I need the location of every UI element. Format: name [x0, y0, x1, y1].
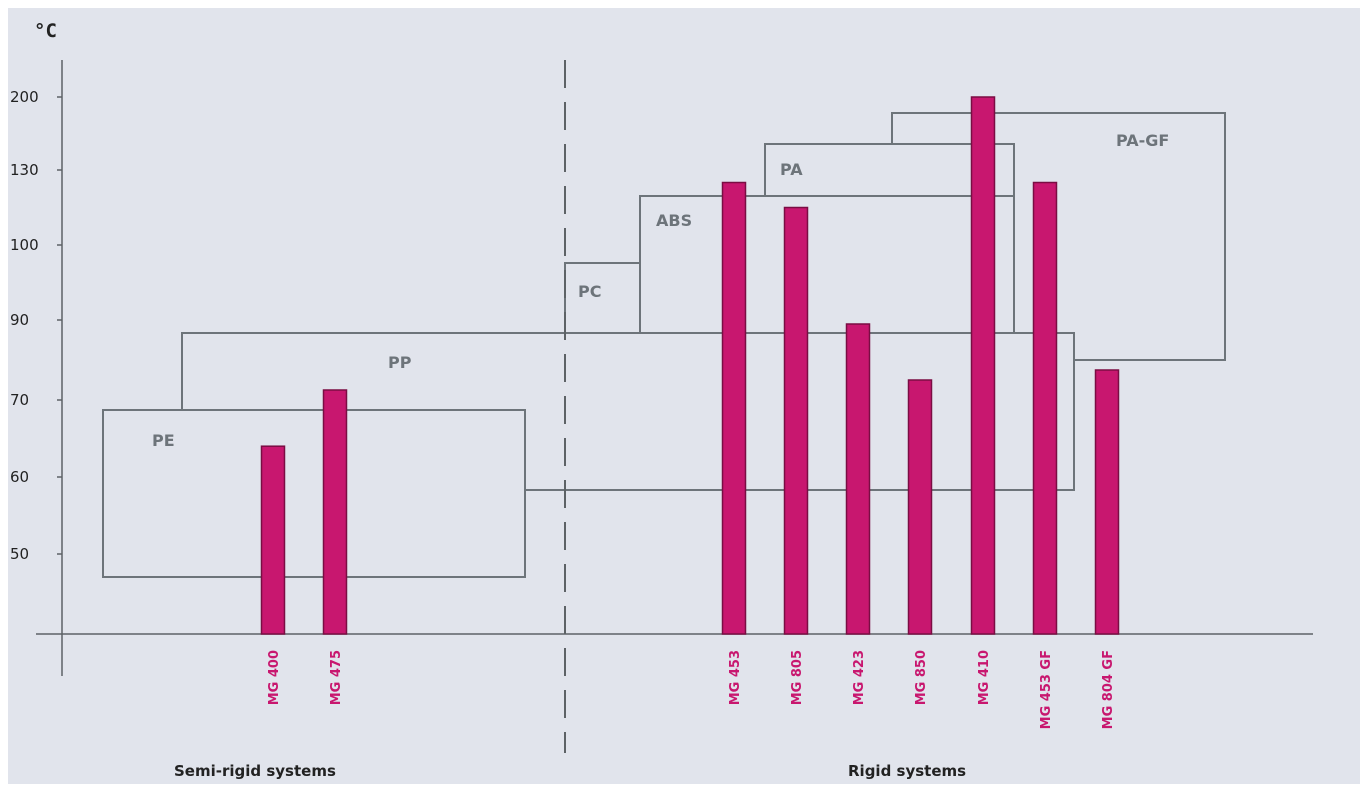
category-label: MG 453 GF [1039, 650, 1054, 729]
category-label: MG 423 [852, 650, 867, 705]
bars [260, 96, 1120, 635]
y-tick-label: 70 [10, 391, 29, 409]
category-label: MG 410 [977, 650, 992, 705]
material-range-outlines [102, 112, 1226, 578]
bar-mg-400 [260, 445, 286, 635]
y-ticks: 50 60 70 90 100 130 200 [10, 88, 62, 563]
bar-mg-453-gf [1032, 181, 1058, 635]
group-label-rigid: Rigid systems [848, 762, 966, 780]
chart-canvas: °C 50 60 70 90 100 130 200 PE PP PC ABS … [10, 20, 1313, 780]
category-label: MG 850 [914, 650, 929, 705]
temperature-chart: °C 50 60 70 90 100 130 200 PE PP PC ABS … [8, 8, 1360, 784]
y-tick-label: 50 [10, 545, 29, 563]
group-label-semi-rigid: Semi-rigid systems [174, 762, 336, 780]
category-label: MG 453 [728, 650, 743, 705]
range-outline-pa-gf [891, 112, 1226, 361]
y-tick: 50 [10, 545, 62, 563]
bar-mg-804-gf [1094, 369, 1120, 635]
bar-mg-410 [970, 96, 996, 635]
range-outline-abs [639, 195, 1015, 333]
range-label-abs: ABS [656, 211, 692, 230]
y-tick-label: 90 [10, 311, 29, 329]
y-tick: 60 [10, 468, 62, 486]
group-labels: Semi-rigid systems Rigid systems [174, 762, 966, 780]
y-tick: 100 [10, 236, 62, 254]
bar-mg-805 [783, 206, 809, 635]
bar-mg-475 [322, 389, 348, 635]
range-outline-pa [764, 143, 1015, 196]
x-tick-labels: MG 400 MG 475 MG 453 MG 805 MG 423 MG 850 MG 4… [267, 650, 1116, 729]
range-label-pc: PC [578, 282, 601, 301]
range-outline-pc [564, 262, 641, 333]
y-tick-label: 130 [10, 161, 39, 179]
y-unit-label: °C [34, 20, 57, 42]
range-label-pa: PA [780, 160, 803, 179]
y-tick: 70 [10, 391, 62, 409]
category-label: MG 475 [329, 650, 344, 705]
y-tick-label: 200 [10, 88, 39, 106]
bar-mg-453 [721, 181, 747, 635]
y-tick: 90 [10, 311, 62, 329]
category-label: MG 400 [267, 650, 282, 705]
range-label-pa-gf: PA-GF [1116, 131, 1169, 150]
category-label: MG 805 [790, 650, 805, 705]
bar-mg-423 [845, 323, 871, 635]
category-label: MG 804 GF [1101, 650, 1116, 729]
range-outline-pe [102, 409, 526, 578]
range-label-pe: PE [152, 431, 175, 450]
y-tick: 130 [10, 161, 62, 179]
range-label-pp: PP [388, 353, 412, 372]
material-range-labels: PE PP PC ABS PA PA-GF [152, 131, 1169, 450]
y-tick: 200 [10, 88, 62, 106]
range-outline-pp [181, 332, 1075, 491]
y-tick-label: 100 [10, 236, 39, 254]
y-tick-label: 60 [10, 468, 29, 486]
bar-mg-850 [907, 379, 933, 635]
